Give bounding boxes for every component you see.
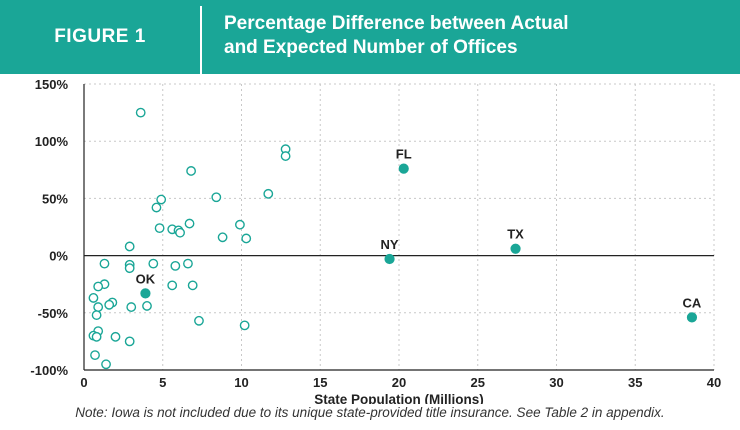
x-tick-label: 35 [628, 375, 642, 390]
data-point [90, 350, 100, 361]
highlight-point-ok [140, 288, 151, 299]
data-point [124, 263, 135, 274]
data-point [135, 107, 146, 118]
data-point [151, 202, 162, 213]
x-axis-label: State Population (Millions) [314, 392, 484, 404]
data-point [110, 331, 121, 342]
footnote: Note: Iowa is not included due to its un… [75, 405, 665, 420]
highlight-point-ny [384, 253, 395, 265]
data-point [167, 280, 178, 291]
x-tick-label: 20 [392, 375, 406, 390]
data-point [217, 232, 228, 243]
data-point [194, 315, 204, 326]
data-point [148, 258, 159, 269]
point-label-ny: NY [381, 237, 399, 252]
data-point [241, 233, 252, 244]
y-tick-label: -100% [30, 363, 68, 378]
data-point [154, 223, 165, 234]
data-point [186, 166, 197, 176]
figure-label: FIGURE 1 [54, 26, 146, 47]
data-point [235, 219, 245, 230]
highlight-point-fl [398, 163, 409, 174]
data-point [184, 218, 195, 229]
x-tick-label: 40 [707, 375, 721, 390]
data-point [99, 258, 110, 269]
y-tick-label: 50% [42, 191, 68, 206]
data-point [88, 293, 99, 303]
point-label-ok: OK [136, 271, 156, 286]
x-tick-label: 0 [80, 375, 87, 390]
data-point [104, 299, 115, 310]
data-point [175, 227, 185, 238]
figure-title-line2: and Expected Number of Offices [224, 37, 518, 58]
data-point [280, 151, 291, 161]
point-label-fl: FL [396, 147, 412, 162]
y-tick-label: -50% [38, 306, 69, 321]
data-point [124, 241, 135, 252]
data-point [124, 336, 135, 347]
highlight-point-ca [686, 312, 698, 323]
y-tick-label: 0% [49, 249, 68, 264]
data-point [183, 258, 193, 269]
data-point [126, 302, 137, 312]
data-point [187, 280, 198, 291]
highlight-point-tx [510, 243, 521, 254]
figure-title-line1: Percentage Difference between Actual [224, 13, 569, 34]
header-divider [200, 6, 202, 74]
x-tick-label: 10 [234, 375, 248, 390]
scatter-chart: 150% 100% 50% 0% -50% -100% 0 5 10 15 20 25 30 35 40 St… [30, 77, 721, 404]
point-label-tx: TX [507, 227, 524, 242]
figure-header: FIGURE 1 Percentage Difference between A… [0, 0, 740, 74]
data-point [263, 188, 274, 199]
x-tick-label: 15 [313, 375, 327, 390]
point-label-ca: CA [683, 295, 702, 310]
data-point [91, 310, 102, 320]
x-tick-label: 25 [471, 375, 485, 390]
x-tick-label: 5 [159, 375, 166, 390]
data-point [156, 194, 167, 205]
data-point [211, 192, 222, 203]
data-point [91, 331, 102, 342]
data-point [93, 281, 104, 292]
y-tick-label: 150% [35, 77, 69, 92]
data-point [101, 359, 111, 370]
figure-title: Percentage Difference between Actual and… [224, 12, 724, 60]
data-point [93, 302, 104, 312]
y-tick-label: 100% [35, 134, 69, 149]
data-point [142, 301, 152, 311]
data-point [170, 260, 181, 271]
x-tick-label: 30 [549, 375, 563, 390]
data-point [239, 320, 250, 331]
